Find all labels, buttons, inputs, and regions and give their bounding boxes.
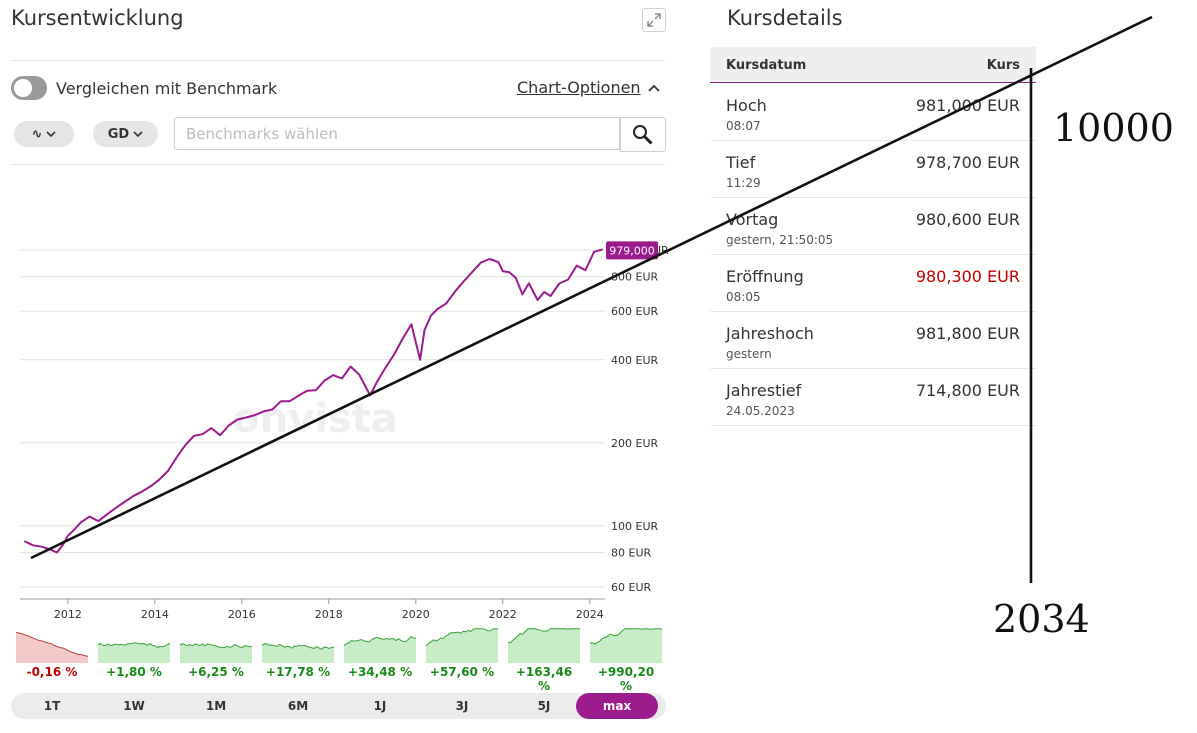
current-value-badge — [606, 241, 658, 260]
mini-chart-line — [589, 628, 663, 645]
y-tick-label: 600 EUR — [611, 305, 658, 318]
detail-label: Vortag — [726, 210, 779, 229]
detail-row: Jahrestief 24.05.2023 714,800 EUR — [710, 369, 1036, 426]
x-tick-label: 2012 — [54, 608, 82, 621]
search-button[interactable] — [620, 117, 666, 152]
price-line — [23, 248, 604, 554]
period-button-1j[interactable]: 1J — [373, 699, 387, 713]
mini-chart-area — [426, 628, 498, 663]
detail-time: 11:29 — [726, 176, 761, 190]
period-button-1w[interactable]: 1W — [123, 699, 145, 713]
table-header: Kursdatum Kurs — [710, 47, 1036, 83]
detail-value: 978,700 EUR — [915, 153, 1020, 172]
period-button-max[interactable]: max — [576, 693, 658, 719]
detail-label: Hoch — [726, 96, 767, 115]
chart-options-link[interactable]: Chart-Optionen — [517, 78, 641, 97]
detail-time: gestern, 21:50:05 — [726, 233, 834, 247]
mini-chart-area — [344, 636, 416, 663]
y-tick-label: 200 EUR — [611, 437, 658, 450]
period-button-6m[interactable]: 6M — [287, 699, 309, 713]
annotation-value-label: 10000 — [1053, 106, 1174, 150]
chevron-down-icon — [133, 131, 143, 138]
detail-row: Tief 11:29 978,700 EUR — [710, 141, 1036, 198]
gd-label: GD — [107, 126, 130, 142]
detail-value: 714,800 EUR — [915, 381, 1020, 400]
detail-time: 08:05 — [726, 290, 761, 304]
detail-row: Jahreshoch gestern 981,800 EUR — [710, 312, 1036, 369]
mini-chart-performance-label: +17,78 % — [265, 665, 331, 679]
x-tick-label: 2016 — [228, 608, 256, 621]
column-header-date: Kursdatum — [726, 58, 807, 73]
mini-chart-area — [590, 628, 662, 663]
x-tick-label: 2022 — [489, 608, 517, 621]
mini-chart-area — [508, 628, 580, 663]
column-header-price: Kurs — [986, 58, 1020, 73]
detail-time: 24.05.2023 — [726, 404, 795, 418]
mini-chart-area — [262, 643, 334, 663]
moving-average-button[interactable]: GD — [93, 121, 158, 147]
detail-value: 981,800 EUR — [915, 324, 1020, 343]
y-tick-label: 400 EUR — [611, 354, 658, 367]
x-tick-label: 2024 — [576, 608, 604, 621]
mini-chart-line — [261, 643, 335, 650]
mini-chart-area — [16, 632, 88, 663]
chart-type-button[interactable]: ∿ — [14, 121, 74, 147]
chevron-down-icon — [46, 131, 57, 138]
mini-chart-performance-label: +34,48 % — [347, 665, 413, 679]
mini-chart-line — [425, 628, 499, 647]
detail-label: Eröffnung — [726, 267, 804, 286]
y-tick-label: 800 EUR — [611, 271, 658, 284]
watermark-logo: onvista — [232, 396, 398, 442]
panel-title-kursdetails: Kursdetails — [727, 6, 843, 30]
annotation-year-label: 2034 — [993, 597, 1090, 641]
detail-label: Tief — [726, 153, 756, 172]
period-selector: 1T 1W 1M 6M 1J 3J 5J max — [11, 693, 666, 719]
expand-icon[interactable] — [642, 8, 666, 32]
mini-chart-performance-label: +6,25 % — [188, 665, 244, 679]
current-value-label: 979,000 — [609, 244, 655, 257]
mini-chart-performance-label: +163,46 % — [515, 665, 573, 693]
trend-line — [30, 15, 1153, 560]
divider — [11, 60, 666, 61]
detail-label: Jahreshoch — [726, 324, 814, 343]
mini-chart-area — [180, 643, 252, 663]
chevron-up-icon[interactable] — [647, 79, 661, 98]
toggle-label: Vergleichen mit Benchmark — [56, 79, 278, 98]
mini-chart-line — [343, 635, 417, 647]
mini-chart-line — [15, 631, 89, 657]
mini-chart-area — [98, 642, 170, 663]
mini-chart-performance-label: +990,20 % — [597, 665, 655, 693]
detail-time: gestern — [726, 347, 772, 361]
period-button-3j[interactable]: 3J — [455, 699, 469, 713]
mini-chart-performance-label: +57,60 % — [429, 665, 495, 679]
y-tick-label: 100 EUR — [611, 520, 658, 533]
mini-chart-performance-label: +1,80 % — [106, 665, 162, 679]
search-icon — [633, 124, 653, 145]
mini-chart-line — [97, 642, 171, 648]
y-tick-label: 60 EUR — [611, 581, 651, 594]
benchmark-toggle[interactable] — [11, 76, 47, 100]
x-tick-label: 2014 — [141, 608, 169, 621]
detail-value: 980,600 EUR — [915, 210, 1020, 229]
x-tick-label: 2018 — [315, 608, 343, 621]
mini-chart-line — [179, 643, 253, 649]
x-tick-label: 2020 — [402, 608, 430, 621]
detail-label: Jahrestief — [726, 381, 802, 400]
detail-row: Vortag gestern, 21:50:05 980,600 EUR — [710, 198, 1036, 255]
period-button-1m[interactable]: 1M — [205, 699, 227, 713]
detail-row: Eröffnung 08:05 980,300 EUR — [710, 255, 1036, 312]
detail-time: 08:07 — [726, 119, 761, 133]
panel-title-kursentwicklung: Kursentwicklung — [11, 6, 184, 30]
mini-chart-line — [507, 628, 581, 644]
y-tick-label: 80 EUR — [611, 547, 651, 560]
period-button-1t[interactable]: 1T — [43, 699, 61, 713]
detail-value: 980,300 EUR — [915, 267, 1020, 286]
line-chart-icon: ∿ — [31, 126, 43, 142]
benchmark-search-input[interactable]: Benchmarks wählen — [174, 117, 620, 150]
divider — [11, 164, 666, 165]
period-button-5j[interactable]: 5J — [537, 699, 551, 713]
mini-chart-performance-label: -0,16 % — [26, 665, 78, 679]
